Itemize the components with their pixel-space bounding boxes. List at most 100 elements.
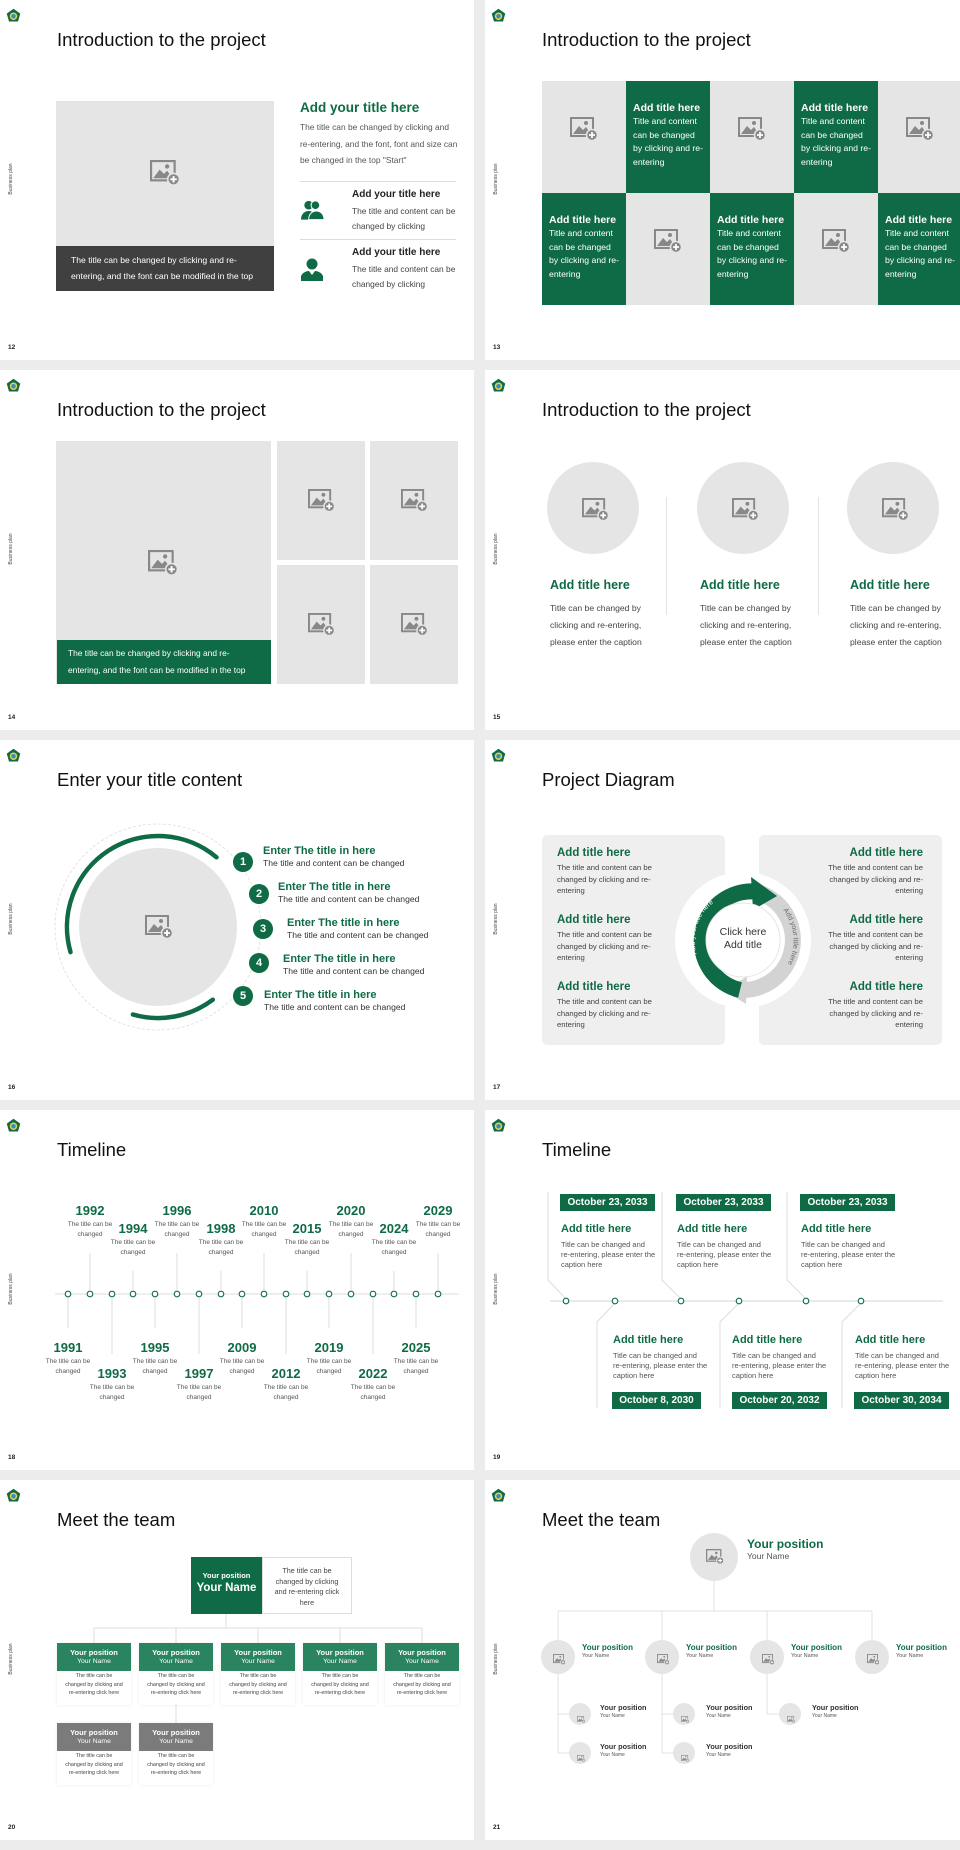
member-card[interactable]: Your position Your Name The title can be c… xyxy=(385,1643,459,1705)
person-position: Your position xyxy=(896,1642,947,1652)
slide-title: Introduction to the project xyxy=(57,399,266,420)
member-position: Your position xyxy=(152,1728,200,1737)
image-placeholder-icon[interactable] xyxy=(786,1710,796,1728)
image-placeholder-icon[interactable] xyxy=(822,228,851,258)
avatar-placeholder[interactable] xyxy=(541,1640,575,1674)
gray-arrow-arc xyxy=(732,885,801,998)
timeline-node xyxy=(325,1290,333,1298)
side-label: Business plan xyxy=(493,533,499,565)
image-placeholder[interactable] xyxy=(794,193,878,305)
image-placeholder-icon[interactable] xyxy=(307,613,335,641)
image-placeholder-icon[interactable] xyxy=(656,1652,670,1670)
image-placeholder-icon[interactable] xyxy=(881,498,909,526)
center-title[interactable]: Click here Add title xyxy=(708,926,778,952)
page-number: 12 xyxy=(8,344,16,351)
slide-title: Introduction to the project xyxy=(542,29,751,50)
image-placeholder-icon[interactable] xyxy=(145,914,174,944)
avatar-placeholder[interactable] xyxy=(750,1640,784,1674)
member-card[interactable]: Your position Your Name The title can be c… xyxy=(57,1723,131,1785)
avatar-placeholder[interactable] xyxy=(855,1640,889,1674)
step-body: The title and content can be changed xyxy=(287,930,429,940)
section-body: The title can be changed by clicking and… xyxy=(300,122,458,166)
event-text: The title can be changed xyxy=(371,1239,417,1256)
avatar-placeholder[interactable] xyxy=(690,1533,738,1581)
avatar-placeholder[interactable] xyxy=(569,1703,591,1725)
image-placeholder-icon[interactable] xyxy=(576,1749,586,1767)
image-placeholder-icon[interactable] xyxy=(307,489,335,517)
avatar-placeholder[interactable] xyxy=(569,1742,591,1764)
page-number: 16 xyxy=(8,1084,16,1091)
image-placeholder[interactable] xyxy=(710,81,794,193)
column-body: Title can be changed by clicking and re-… xyxy=(550,603,642,647)
image-placeholder[interactable] xyxy=(370,441,458,560)
image-placeholder-icon[interactable] xyxy=(576,1710,586,1728)
page-number: 18 xyxy=(8,1454,16,1461)
event-title: Add title here xyxy=(677,1223,748,1235)
image-placeholder-circle[interactable] xyxy=(847,462,939,554)
image-placeholder-icon[interactable] xyxy=(150,160,181,191)
image-placeholder[interactable] xyxy=(626,193,710,305)
image-placeholder-icon[interactable] xyxy=(761,1652,775,1670)
image-placeholder-icon[interactable] xyxy=(738,116,767,146)
member-card[interactable]: Your position Your Name The title can be c… xyxy=(303,1643,377,1705)
image-placeholder-icon[interactable] xyxy=(148,550,179,581)
image-placeholder-icon[interactable] xyxy=(680,1710,690,1728)
member-description: The title can be changed by clicking and… xyxy=(229,1673,287,1697)
divider xyxy=(300,181,456,182)
timeline-node xyxy=(282,1290,290,1298)
divider xyxy=(300,239,456,240)
avatar-placeholder[interactable] xyxy=(779,1703,801,1725)
avatar-placeholder[interactable] xyxy=(673,1742,695,1764)
timeline-node xyxy=(412,1290,420,1298)
person-position: Your position xyxy=(600,1742,647,1752)
image-placeholder[interactable] xyxy=(277,441,365,560)
member-card[interactable]: Your position Your Name The title can be c… xyxy=(139,1643,213,1705)
image-placeholder-icon[interactable] xyxy=(400,489,428,517)
page-number: 21 xyxy=(493,1824,501,1831)
member-card[interactable]: Your position Your Name The title can be c… xyxy=(139,1723,213,1785)
member-position: Your position xyxy=(152,1648,200,1657)
image-placeholder-icon[interactable] xyxy=(731,498,759,526)
event-year: 2020 xyxy=(336,1203,366,1218)
cell-body: Title and content can be changed by clic… xyxy=(801,116,872,167)
member-card[interactable]: Your position Your Name The title can be c… xyxy=(221,1643,295,1705)
page-number: 14 xyxy=(8,714,16,721)
image-placeholder[interactable] xyxy=(542,81,626,193)
item-title: Add your title here xyxy=(352,189,441,200)
column-title: Add title here xyxy=(700,578,780,592)
image-placeholder[interactable] xyxy=(277,565,365,684)
event-year: 2010 xyxy=(249,1203,279,1218)
event-year: 1992 xyxy=(75,1203,105,1218)
avatar-placeholder[interactable] xyxy=(673,1703,695,1725)
timeline-node xyxy=(611,1297,619,1305)
image-placeholder-icon[interactable] xyxy=(866,1652,880,1670)
image-placeholder[interactable] xyxy=(878,81,960,193)
image-placeholder[interactable] xyxy=(370,565,458,684)
image-placeholder-icon[interactable] xyxy=(906,116,935,146)
avatar-placeholder[interactable] xyxy=(645,1640,679,1674)
image-placeholder-icon[interactable] xyxy=(400,613,428,641)
step-body: The title and content can be changed xyxy=(278,894,420,904)
event-body: Title can be changed and re-entering, pl… xyxy=(677,1240,772,1269)
org-chart-lines xyxy=(557,1581,873,1754)
person-position: Your position xyxy=(747,1536,824,1551)
image-placeholder-icon[interactable] xyxy=(570,116,599,146)
person-name: Your Name xyxy=(706,1712,731,1719)
timeline-node xyxy=(347,1290,355,1298)
member-card[interactable]: Your position Your Name The title can be c… xyxy=(57,1643,131,1705)
event-year: 1996 xyxy=(162,1203,192,1218)
event-year: 2009 xyxy=(227,1340,257,1355)
member-position: Your position xyxy=(70,1728,118,1737)
image-placeholder-circle[interactable] xyxy=(697,462,789,554)
cell-body: Title and content can be changed by clic… xyxy=(717,228,788,279)
step-title: Enter The title in here xyxy=(283,953,396,965)
image-placeholder-icon[interactable] xyxy=(680,1749,690,1767)
image-placeholder-icon[interactable] xyxy=(706,1549,725,1569)
page-number: 13 xyxy=(493,344,501,351)
image-placeholder-icon[interactable] xyxy=(654,228,683,258)
image-placeholder-icon[interactable] xyxy=(552,1652,566,1670)
head-card[interactable]: Your position Your Name xyxy=(191,1557,262,1614)
page-number: 17 xyxy=(493,1084,501,1091)
image-placeholder-circle[interactable] xyxy=(547,462,639,554)
image-placeholder-icon[interactable] xyxy=(581,498,609,526)
